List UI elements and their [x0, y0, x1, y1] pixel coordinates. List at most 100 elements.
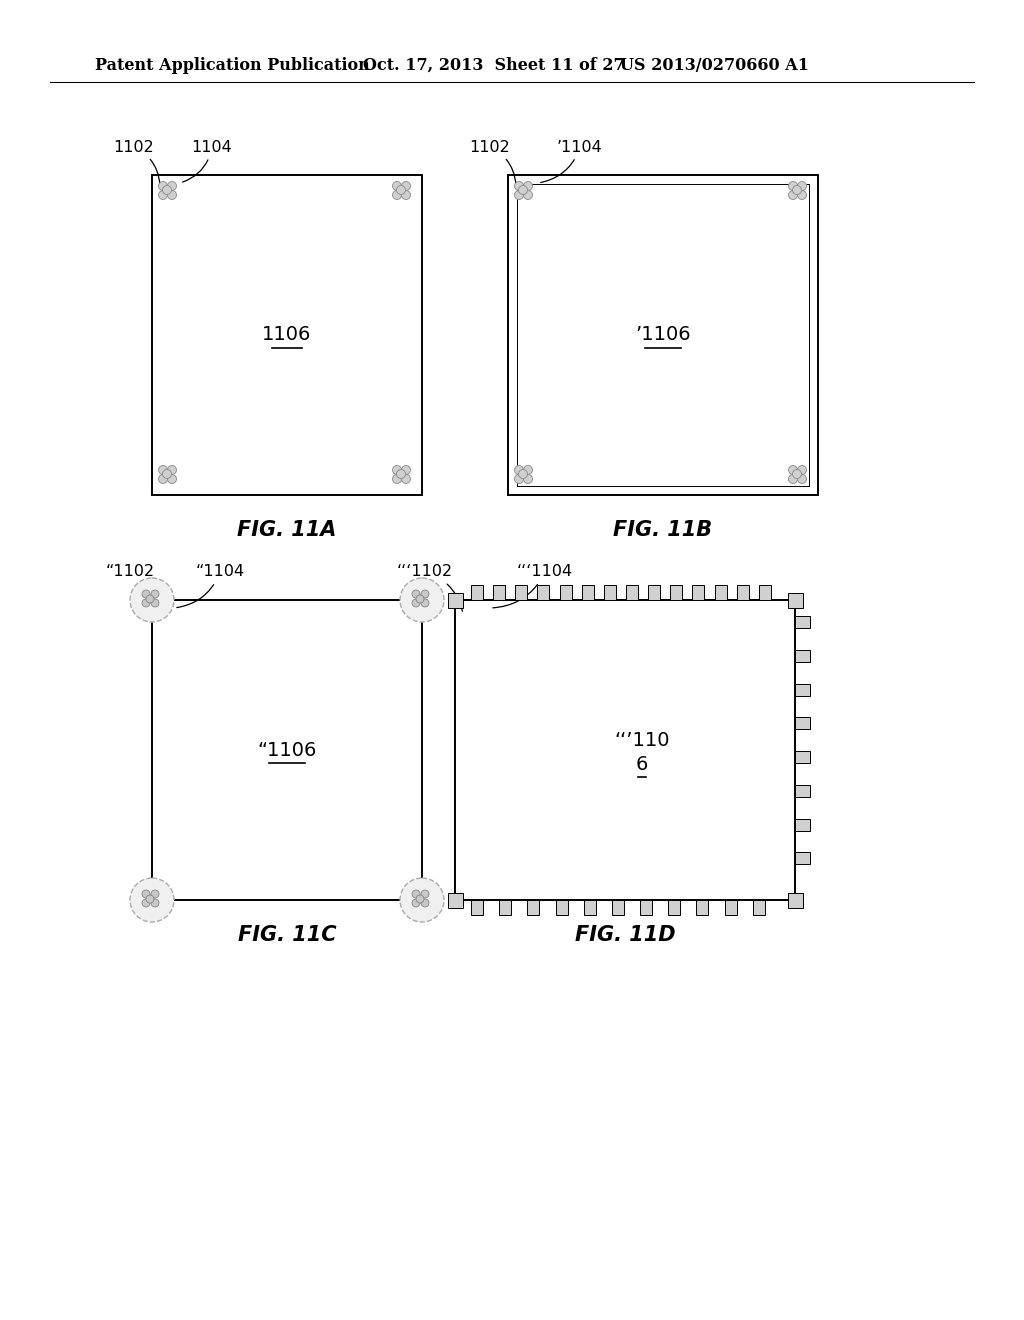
Text: ’1104: ’1104 — [541, 140, 603, 182]
Circle shape — [168, 181, 176, 190]
Circle shape — [392, 181, 401, 190]
Circle shape — [788, 190, 798, 199]
Circle shape — [159, 466, 168, 474]
Circle shape — [401, 466, 411, 474]
Text: Patent Application Publication: Patent Application Publication — [95, 57, 370, 74]
Circle shape — [788, 474, 798, 483]
Circle shape — [163, 186, 171, 194]
Bar — [671, 585, 682, 601]
Circle shape — [392, 190, 401, 199]
Circle shape — [151, 899, 159, 907]
Circle shape — [168, 190, 176, 199]
Text: ’1106: ’1106 — [635, 326, 691, 345]
Bar — [582, 585, 594, 601]
Circle shape — [798, 466, 807, 474]
Circle shape — [163, 470, 171, 479]
Bar — [626, 585, 638, 601]
Circle shape — [421, 599, 429, 607]
Circle shape — [416, 895, 424, 903]
Circle shape — [151, 599, 159, 607]
Bar — [447, 892, 463, 908]
Circle shape — [421, 890, 429, 898]
Circle shape — [798, 474, 807, 483]
Bar — [471, 585, 483, 601]
Circle shape — [788, 181, 798, 190]
Bar — [696, 900, 709, 915]
Circle shape — [412, 599, 420, 607]
Circle shape — [793, 470, 802, 479]
Text: 1102: 1102 — [470, 140, 516, 185]
Circle shape — [151, 890, 159, 898]
Bar — [795, 616, 810, 628]
Bar — [538, 585, 550, 601]
Text: FIG. 11A: FIG. 11A — [238, 520, 337, 540]
Text: FIG. 11B: FIG. 11B — [613, 520, 713, 540]
Circle shape — [421, 590, 429, 598]
Bar — [759, 585, 771, 601]
Text: 1102: 1102 — [114, 140, 160, 185]
Circle shape — [142, 890, 150, 898]
Bar — [795, 853, 810, 865]
Circle shape — [401, 181, 411, 190]
Circle shape — [523, 466, 532, 474]
Circle shape — [518, 186, 527, 194]
Circle shape — [401, 474, 411, 483]
Circle shape — [392, 474, 401, 483]
Circle shape — [168, 466, 176, 474]
Bar — [499, 900, 511, 915]
Circle shape — [400, 878, 444, 921]
Circle shape — [798, 190, 807, 199]
Text: “1104: “1104 — [177, 565, 245, 607]
Text: ‘‘’110: ‘‘’110 — [614, 730, 670, 750]
Text: “1106: “1106 — [257, 741, 316, 759]
Circle shape — [788, 466, 798, 474]
Bar — [669, 900, 680, 915]
Text: “1102: “1102 — [105, 565, 157, 611]
Circle shape — [396, 470, 406, 479]
Text: Oct. 17, 2013  Sheet 11 of 27: Oct. 17, 2013 Sheet 11 of 27 — [362, 57, 625, 74]
Bar — [715, 585, 727, 601]
Circle shape — [514, 466, 523, 474]
Circle shape — [421, 899, 429, 907]
Circle shape — [401, 190, 411, 199]
Text: ‘‘‘1104: ‘‘‘1104 — [493, 565, 573, 607]
Circle shape — [151, 590, 159, 598]
Text: US 2013/0270660 A1: US 2013/0270660 A1 — [620, 57, 809, 74]
Bar — [795, 684, 810, 696]
Circle shape — [159, 190, 168, 199]
Bar — [494, 585, 505, 601]
Bar — [787, 892, 803, 908]
Bar — [471, 900, 483, 915]
Circle shape — [412, 899, 420, 907]
Circle shape — [514, 181, 523, 190]
Bar — [736, 585, 749, 601]
Text: FIG. 11C: FIG. 11C — [238, 925, 336, 945]
Circle shape — [168, 474, 176, 483]
Bar — [692, 585, 705, 601]
Circle shape — [142, 599, 150, 607]
Circle shape — [392, 466, 401, 474]
Circle shape — [523, 474, 532, 483]
Bar — [795, 649, 810, 661]
Circle shape — [523, 190, 532, 199]
Circle shape — [159, 474, 168, 483]
Bar — [455, 601, 795, 900]
Bar — [447, 593, 463, 607]
Circle shape — [412, 590, 420, 598]
Bar — [725, 900, 736, 915]
Text: 6: 6 — [636, 755, 648, 774]
Circle shape — [400, 578, 444, 622]
Bar — [584, 900, 596, 915]
Circle shape — [514, 474, 523, 483]
Circle shape — [142, 899, 150, 907]
Bar — [648, 585, 660, 601]
Bar — [640, 900, 652, 915]
Bar — [795, 717, 810, 729]
Bar — [604, 585, 615, 601]
Text: 1104: 1104 — [182, 140, 232, 182]
Bar — [556, 900, 567, 915]
Circle shape — [130, 878, 174, 921]
Bar — [795, 818, 810, 830]
Bar — [515, 585, 527, 601]
Bar — [795, 751, 810, 763]
